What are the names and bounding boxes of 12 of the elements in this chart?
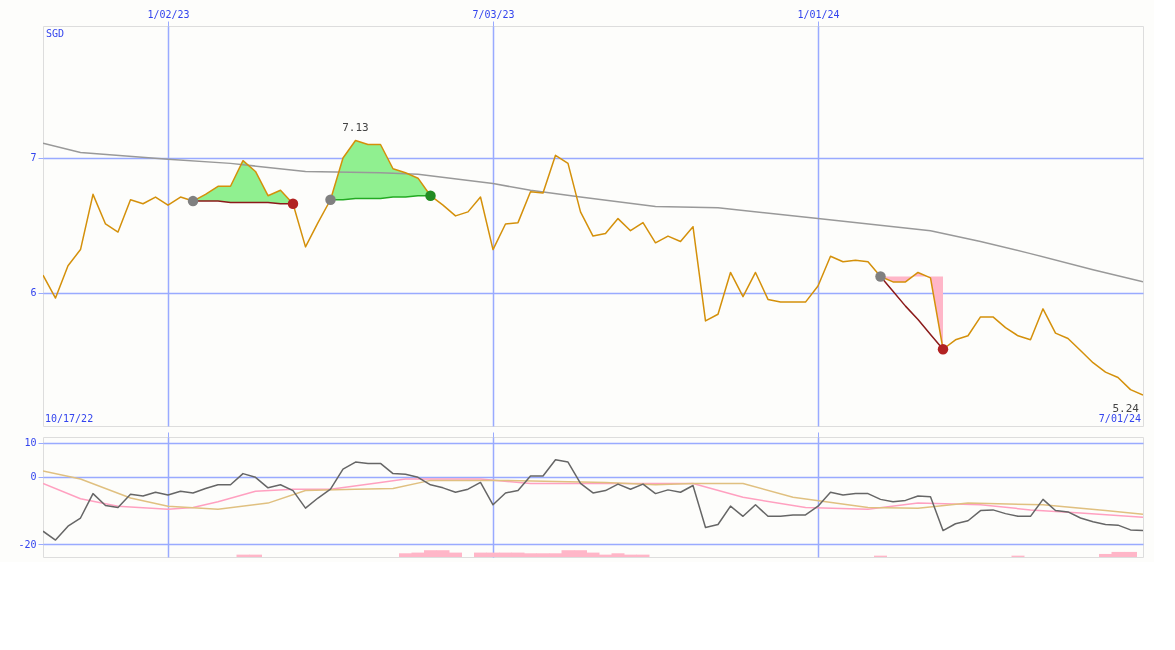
annotation: 7.13 <box>342 121 369 135</box>
y-tick-label: 10 <box>24 437 37 449</box>
annotation: 7/01/24 <box>1098 413 1141 424</box>
y-axis-title: SGD <box>46 28 65 39</box>
x-tick-label: 1/02/23 <box>147 8 190 20</box>
y-tick-label: 7 <box>30 152 37 164</box>
annotation: 10/17/22 <box>45 413 94 424</box>
x-tick-label: 7/03/23 <box>472 8 515 20</box>
y-tick-label: -20 <box>18 538 37 550</box>
y-tick-label: 0 <box>30 471 37 483</box>
x-tick-label: 1/01/24 <box>797 8 840 20</box>
y-tick-label: 6 <box>30 287 37 299</box>
